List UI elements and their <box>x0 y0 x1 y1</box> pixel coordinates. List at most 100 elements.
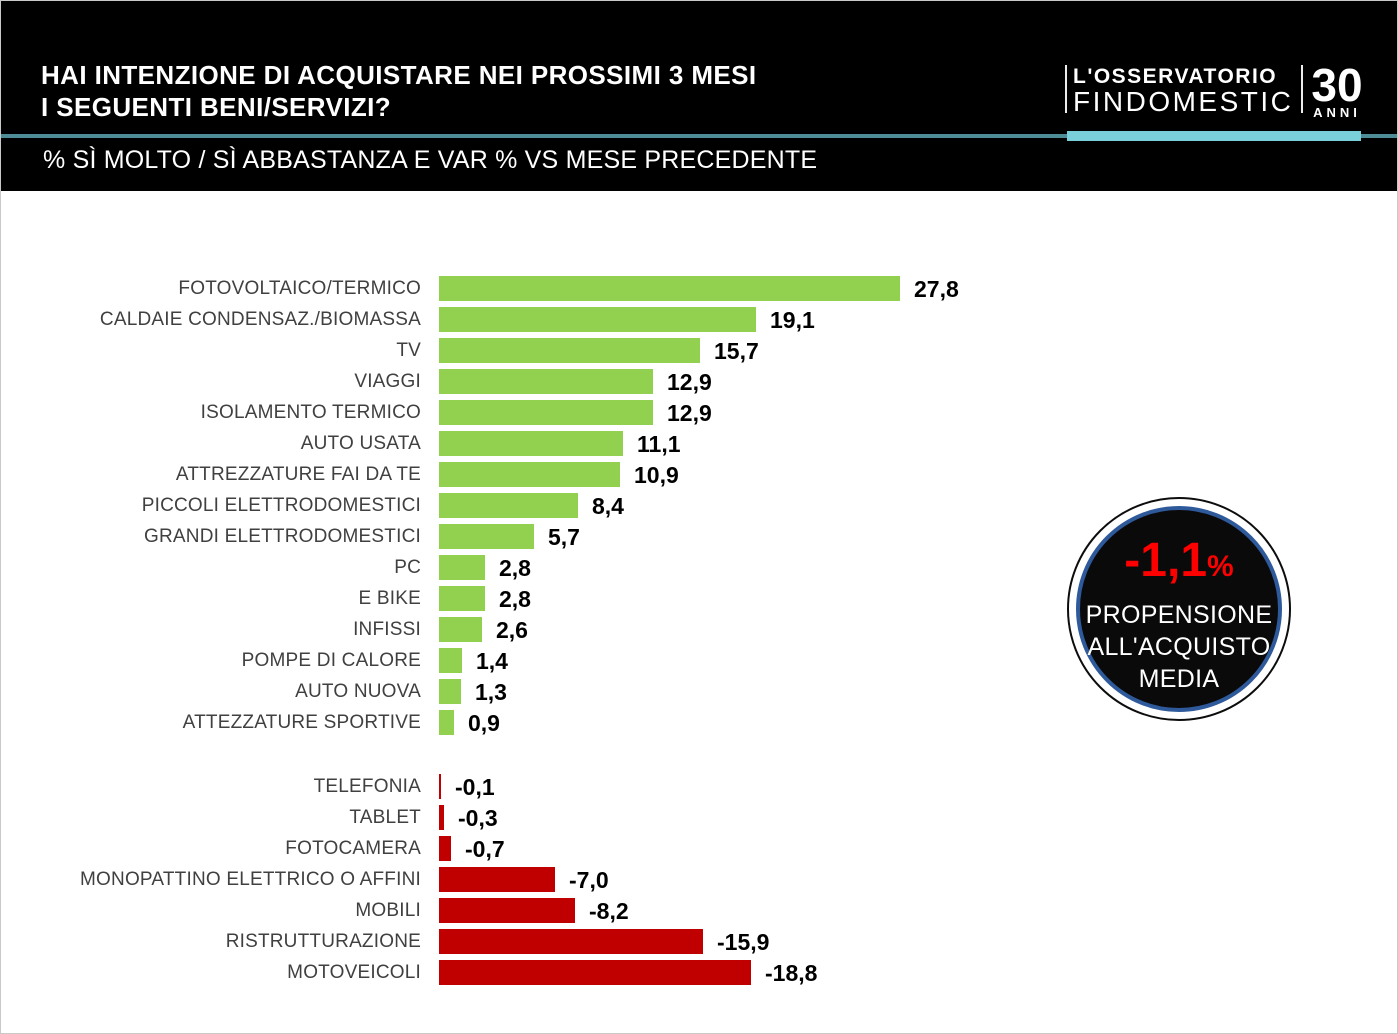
positive-bar <box>439 710 454 735</box>
chart-row: MOTOVEICOLI -18,8 <box>1 960 1397 986</box>
chart-row: AUTO NUOVA 1,3 <box>1 679 1397 705</box>
badge-label-line: MEDIA <box>1138 665 1220 693</box>
positive-bar <box>439 462 620 487</box>
header-divider <box>1 134 1397 138</box>
header: HAI INTENZIONE DI ACQUISTARE NEI PROSSIM… <box>1 1 1397 191</box>
positive-bar <box>439 524 534 549</box>
category-label: ISOLAMENTO TERMICO <box>200 402 421 423</box>
chart-row: VIAGGI 12,9 <box>1 369 1397 395</box>
positive-bar <box>439 276 900 301</box>
value-label: -15,9 <box>717 929 770 955</box>
category-label: RISTRUTTURAZIONE <box>225 931 421 952</box>
badge-label-line: ALL'ACQUISTO <box>1087 633 1271 661</box>
chart-row: PICCOLI ELETTRODOMESTICI 8,4 <box>1 493 1397 519</box>
positive-bar <box>439 617 482 642</box>
logo-underline <box>1067 131 1361 141</box>
chart-row: PC 2,8 <box>1 555 1397 581</box>
badge-value: -1,1% <box>1124 536 1233 592</box>
logo-anniversary-number: 30 <box>1311 59 1363 111</box>
chart-row: ATTEZZATURE SPORTIVE 0,9 <box>1 710 1397 736</box>
chart-row: FOTOCAMERA -0,7 <box>1 836 1397 862</box>
category-label: INFISSI <box>353 619 421 640</box>
positive-bar <box>439 431 623 456</box>
chart-subtitle: % SÌ MOLTO / SÌ ABBASTANZA E VAR % VS ME… <box>43 146 818 174</box>
negative-bar <box>439 836 451 861</box>
logo-findomestic-text: FINDOMESTIC <box>1073 86 1294 117</box>
chart-row: POMPE DI CALORE 1,4 <box>1 648 1397 674</box>
negative-bar <box>439 929 703 954</box>
value-label: 2,6 <box>496 617 528 643</box>
value-label: 0,9 <box>468 710 500 736</box>
positive-bar <box>439 679 461 704</box>
badge-percent-sign: % <box>1207 550 1234 583</box>
value-label: 2,8 <box>499 555 531 581</box>
negative-bar <box>439 805 444 830</box>
positive-bar <box>439 555 485 580</box>
value-label: 1,4 <box>476 648 508 674</box>
value-label: -7,0 <box>569 867 609 893</box>
category-label: TABLET <box>349 807 421 828</box>
chart-row: E BIKE 2,8 <box>1 586 1397 612</box>
positive-bar <box>439 338 700 363</box>
badge-label-line: PROPENSIONE <box>1085 601 1273 629</box>
category-label: ATTREZZATURE FAI DA TE <box>175 464 421 485</box>
positive-bar <box>439 400 653 425</box>
positive-bar <box>439 648 462 673</box>
chart-row: AUTO USATA 11,1 <box>1 431 1397 457</box>
propensity-badge: -1,1% PROPENSIONE ALL'ACQUISTO MEDIA <box>1067 497 1291 721</box>
value-label: 2,8 <box>499 586 531 612</box>
value-label: 12,9 <box>667 400 712 426</box>
chart-row: TV 15,7 <box>1 338 1397 364</box>
value-label: 8,4 <box>592 493 624 519</box>
positive-bar <box>439 307 756 332</box>
value-label: 27,8 <box>914 276 959 302</box>
negative-bar <box>439 774 441 799</box>
chart-row: ISOLAMENTO TERMICO 12,9 <box>1 400 1397 426</box>
chart-row: ATTREZZATURE FAI DA TE 10,9 <box>1 462 1397 488</box>
value-label: 19,1 <box>770 307 815 333</box>
findomestic-logo: L'OSSERVATORIO FINDOMESTIC 30 ANNI <box>1065 62 1363 120</box>
category-label: GRANDI ELETTRODOMESTICI <box>144 526 421 547</box>
value-label: -18,8 <box>765 960 818 986</box>
logo-separator-left <box>1065 65 1067 113</box>
logo-anniversary-label: ANNI <box>1313 105 1361 120</box>
value-label: -0,1 <box>455 774 495 800</box>
negative-bar <box>439 867 555 892</box>
page-title: HAI INTENZIONE DI ACQUISTARE NEI PROSSIM… <box>41 59 757 123</box>
chart-row: GRANDI ELETTRODOMESTICI 5,7 <box>1 524 1397 550</box>
chart-row: TABLET -0,3 <box>1 805 1397 831</box>
chart-row: TELEFONIA -0,1 <box>1 774 1397 800</box>
chart-row: FOTOVOLTAICO/TERMICO 27,8 <box>1 276 1397 302</box>
value-label: 1,3 <box>475 679 507 705</box>
category-label: PC <box>394 557 421 578</box>
logo-osservatorio-text: L'OSSERVATORIO <box>1073 65 1278 88</box>
chart-row: INFISSI 2,6 <box>1 617 1397 643</box>
logo-anniversary: 30 ANNI <box>1311 59 1363 120</box>
propensity-badge-inner: -1,1% PROPENSIONE ALL'ACQUISTO MEDIA <box>1076 506 1282 712</box>
negative-bar <box>439 960 751 985</box>
category-label: ATTEZZATURE SPORTIVE <box>182 712 421 733</box>
chart-row: MOBILI -8,2 <box>1 898 1397 924</box>
category-label: PICCOLI ELETTRODOMESTICI <box>141 495 421 516</box>
category-label: TV <box>396 340 421 361</box>
logo-wordmark: L'OSSERVATORIO FINDOMESTIC <box>1073 65 1294 117</box>
category-label: FOTOCAMERA <box>285 838 421 859</box>
value-label: 12,9 <box>667 369 712 395</box>
category-label: CALDAIE CONDENSAZ./BIOMASSA <box>99 309 421 330</box>
category-label: MOTOVEICOLI <box>287 962 421 983</box>
category-label: AUTO NUOVA <box>295 681 421 702</box>
value-label: 11,1 <box>637 431 681 457</box>
chart-row: CALDAIE CONDENSAZ./BIOMASSA 19,1 <box>1 307 1397 333</box>
category-label: TELEFONIA <box>313 776 421 797</box>
value-label: 10,9 <box>634 462 679 488</box>
positive-bar <box>439 586 485 611</box>
page-title-line1: HAI INTENZIONE DI ACQUISTARE NEI PROSSIM… <box>41 60 757 90</box>
chart-row: RISTRUTTURAZIONE -15,9 <box>1 929 1397 955</box>
category-label: POMPE DI CALORE <box>241 650 421 671</box>
category-label: AUTO USATA <box>300 433 421 454</box>
chart-row: MONOPATTINO ELETTRICO O AFFINI -7,0 <box>1 867 1397 893</box>
category-label: MOBILI <box>355 900 421 921</box>
category-label: MONOPATTINO ELETTRICO O AFFINI <box>80 869 421 890</box>
